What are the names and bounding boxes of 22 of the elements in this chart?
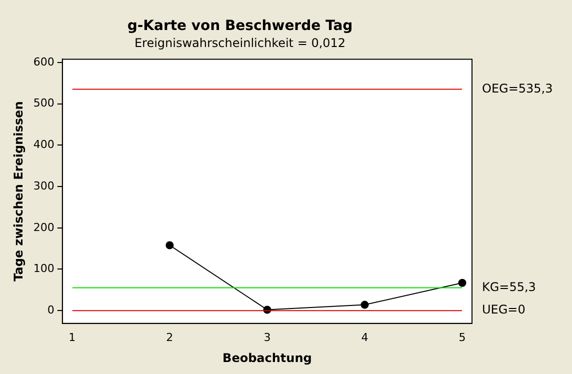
- point: [458, 278, 466, 287]
- y-tick-label: 600: [33, 55, 54, 68]
- y-tick-label: 100: [33, 262, 54, 276]
- ref-line-label: KG=55,3: [482, 280, 536, 294]
- x-tick-label: 4: [361, 330, 368, 344]
- point: [360, 300, 369, 309]
- y-tick-label: 200: [33, 220, 54, 234]
- chart-title: g-Karte von Beschwerde Tag: [127, 18, 353, 34]
- x-axis-title: Beobachtung: [222, 350, 312, 365]
- x-tick-label: 2: [166, 330, 174, 344]
- y-tick-label: 400: [33, 138, 54, 152]
- point: [166, 241, 174, 250]
- y-tick-label: 0: [47, 303, 54, 316]
- x-tick-label: 5: [458, 330, 466, 344]
- x-tick-label: 1: [68, 330, 76, 344]
- ref-line-label: UEG=0: [482, 302, 526, 317]
- y-tick-label: 300: [33, 179, 54, 192]
- y-axis-title: Tage zwischen Ereignissen: [11, 101, 26, 282]
- x-tick-label: 3: [264, 330, 271, 344]
- ref-line-label: OEG=535,3: [482, 81, 553, 96]
- chart-subtitle: Ereigniswahrscheinlichkeit = 0,012: [134, 36, 346, 50]
- y-tick-label: 500: [33, 96, 54, 110]
